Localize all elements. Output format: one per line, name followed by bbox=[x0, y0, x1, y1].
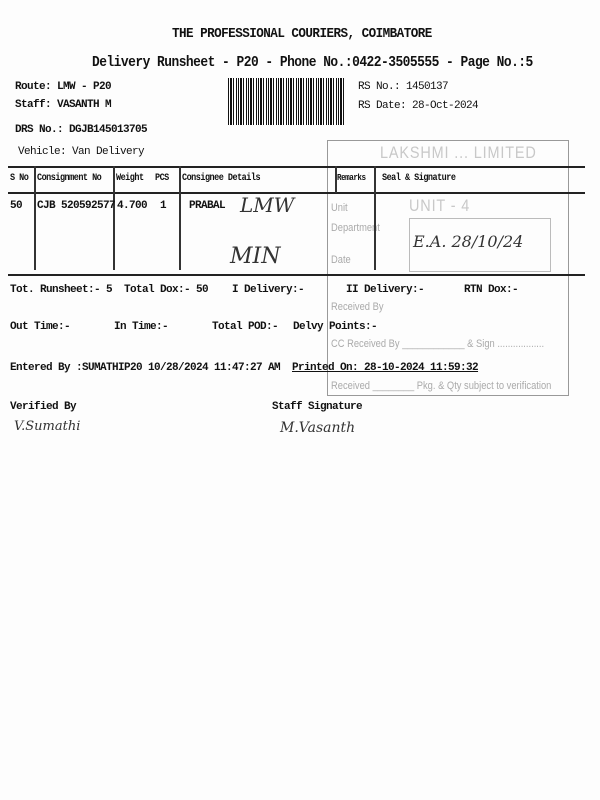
cell-consignment: CJB 520592577 bbox=[37, 200, 116, 212]
table-bottom-border bbox=[8, 274, 585, 276]
handwritten-note: MIN bbox=[230, 244, 281, 269]
receiver-signature: E.A. 28/10/24 bbox=[413, 232, 524, 251]
verifier-signature: V.Sumathi bbox=[14, 419, 81, 434]
stamp-inner-box bbox=[409, 218, 551, 272]
stamp-received-by: Received By bbox=[331, 301, 384, 313]
stamp-company: LAKSHMI ... LIMITED bbox=[380, 143, 537, 162]
staff-signature: M.Vasanth bbox=[280, 420, 356, 436]
tot-runsheet: Tot. Runsheet:- 5 bbox=[10, 284, 113, 296]
printed-on: Printed On: 28-10-2024 11:59:32 bbox=[292, 362, 479, 374]
col-divider bbox=[34, 166, 36, 270]
cell-sno: 50 bbox=[10, 200, 23, 212]
staff: Staff: VASANTH M bbox=[15, 99, 112, 111]
rs-date: RS Date: 28-Oct-2024 bbox=[358, 100, 479, 112]
cell-consignee: PRABAL bbox=[189, 200, 226, 212]
header-sno: S No bbox=[10, 173, 29, 184]
stamp-cc-received: CC Received By ____________ & Sign .....… bbox=[331, 338, 545, 350]
ii-delivery: II Delivery:- bbox=[346, 284, 425, 296]
header-seal: Seal & Signature bbox=[382, 173, 456, 184]
col-divider bbox=[374, 166, 376, 270]
col-divider bbox=[113, 166, 115, 270]
col-divider bbox=[335, 166, 337, 193]
entered-by: Entered By :SUMATHIP20 10/28/2024 11:47:… bbox=[10, 362, 281, 374]
header-consignee: Consignee Details bbox=[182, 173, 261, 184]
in-time: In Time:- bbox=[114, 321, 169, 333]
rtn-dox: RTN Dox:- bbox=[464, 284, 519, 296]
total-dox-value: 50 bbox=[196, 284, 209, 296]
col-divider bbox=[179, 166, 181, 270]
header-consignment: Consignment No bbox=[37, 173, 102, 184]
verified-by-label: Verified By bbox=[10, 401, 77, 413]
i-delivery: I Delivery:- bbox=[232, 284, 305, 296]
total-dox-label: Total Dox:- bbox=[124, 284, 191, 296]
stamp-unit-label: Unit bbox=[331, 202, 348, 214]
stamp-date: Date bbox=[331, 254, 351, 266]
cell-pcs: 1 bbox=[160, 200, 167, 212]
document-title: THE PROFESSIONAL COURIERS, COIMBATORE bbox=[172, 26, 432, 42]
route: Route: LMW - P20 bbox=[15, 81, 112, 93]
stamp-unit: UNIT - 4 bbox=[409, 196, 471, 215]
document-subtitle: Delivery Runsheet - P20 - Phone No.:0422… bbox=[92, 54, 533, 71]
header-remarks: Remarks bbox=[337, 173, 366, 183]
drs-no: DRS No.: DGJB145013705 bbox=[15, 124, 148, 136]
table-header-border bbox=[8, 192, 585, 194]
rs-no: RS No.: 1450137 bbox=[358, 81, 449, 93]
out-time: Out Time:- bbox=[10, 321, 71, 333]
cell-weight: 4.700 bbox=[117, 200, 148, 212]
vehicle: Vehicle: Van Delivery bbox=[18, 146, 145, 158]
header-weight: Weight bbox=[116, 173, 144, 184]
stamp-received-pkg: Received ________ Pkg. & Qty subject to … bbox=[331, 380, 552, 392]
handwritten-note: LMW bbox=[240, 193, 295, 217]
received-stamp bbox=[327, 140, 569, 396]
delvy-points: Delvy Points:- bbox=[293, 321, 378, 333]
total-pod: Total POD:- bbox=[212, 321, 279, 333]
table-top-border bbox=[8, 166, 585, 168]
staff-signature-label: Staff Signature bbox=[272, 401, 363, 413]
header-pcs: PCS bbox=[155, 173, 169, 184]
barcode bbox=[228, 78, 344, 125]
stamp-department: Department bbox=[331, 222, 380, 234]
